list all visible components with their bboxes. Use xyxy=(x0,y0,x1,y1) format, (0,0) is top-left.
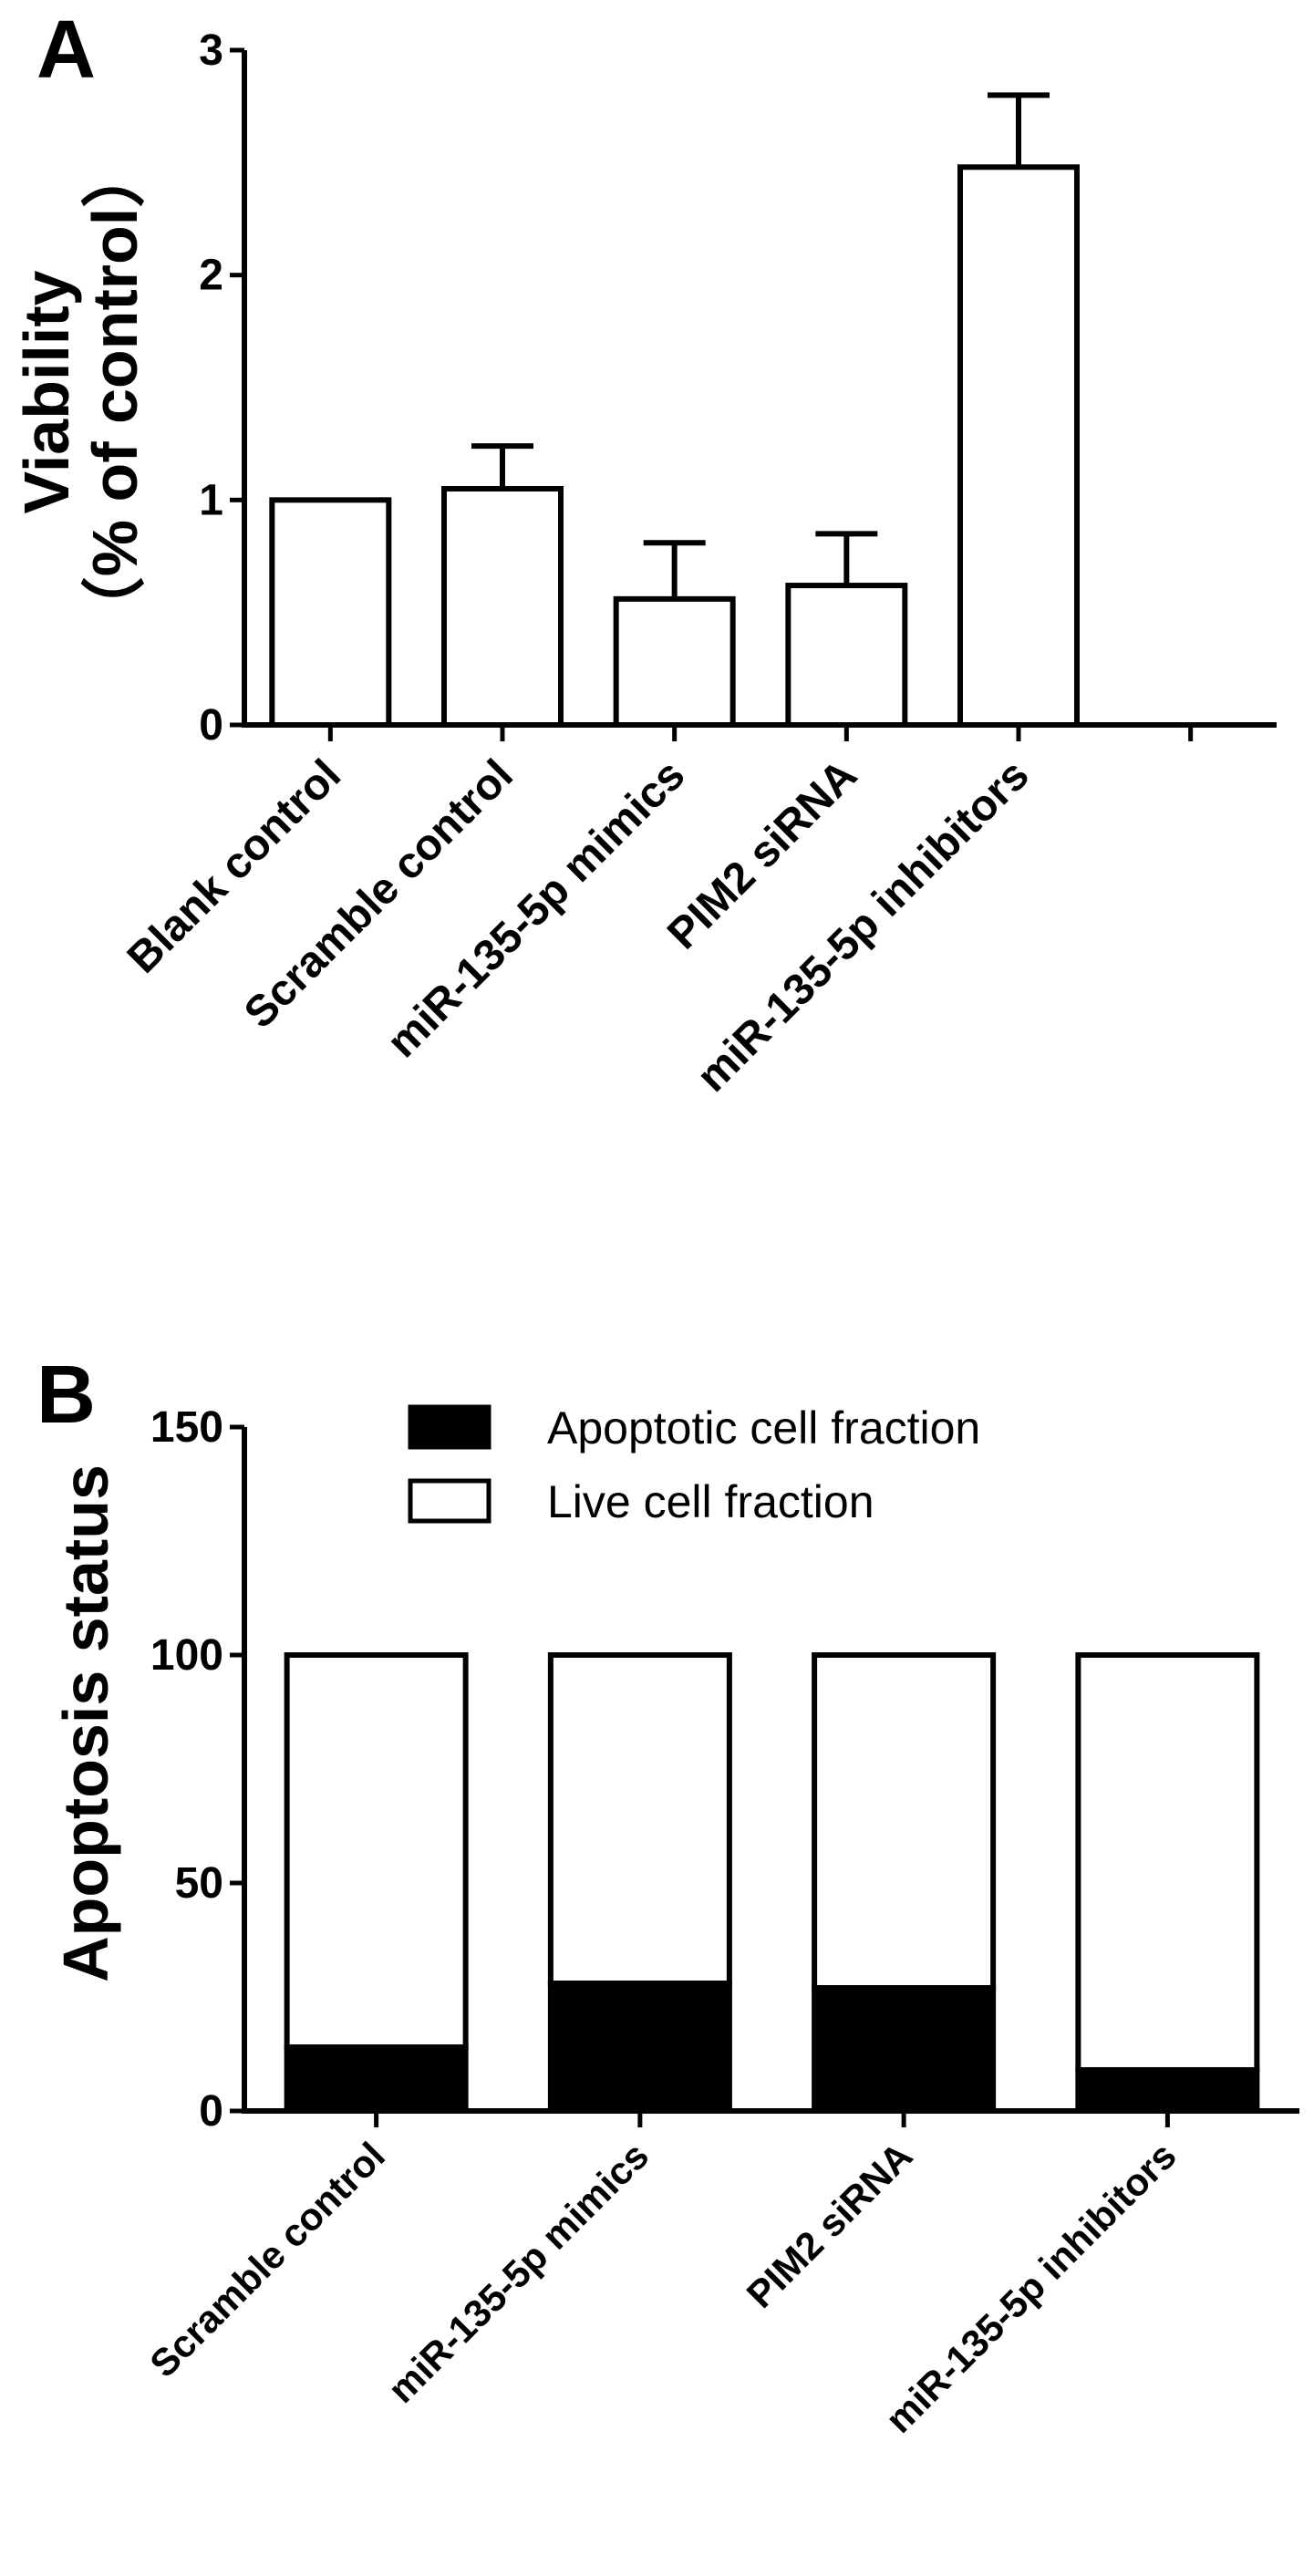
panel-b-ylabel: Apoptosis status xyxy=(50,1464,121,1982)
panel-a-ytick-label-0: 0 xyxy=(199,701,223,750)
panel-a-ylabel-line1: Viability xyxy=(11,270,82,513)
panel-b-category-label-0: Scramble control xyxy=(141,2134,393,2385)
panel-a-ytick-label-2: 2 xyxy=(199,252,223,300)
panel-b-bar-1-series-1 xyxy=(547,1652,732,1986)
panel-b-bar-1-series-0 xyxy=(547,1981,732,2114)
panel-a-category-label-2: miR-135-5p mimics xyxy=(378,750,695,1067)
panel-b-ytick-label-3: 150 xyxy=(150,1403,223,1452)
panel-b-bar-3-series-0 xyxy=(1075,2067,1260,2114)
panel-b-category-label-1: miR-135-5p mimics xyxy=(379,2134,657,2411)
panel-a-bar-0 xyxy=(269,497,392,728)
legend-swatch-live xyxy=(408,1478,491,1524)
panel-b-bar-0-series-1 xyxy=(284,1652,469,2050)
panel-a-letter: A xyxy=(36,5,96,96)
panel-a-ytick-label-1: 1 xyxy=(199,476,223,524)
panel-b-legend: Apoptotic cell fraction Live cell fracti… xyxy=(408,1402,980,1527)
panel-a-bar-2 xyxy=(613,595,736,728)
panel-b: B Apoptosis status 0 50 100 150 Scramble co… xyxy=(36,1350,1299,2441)
panel-a-bar-1 xyxy=(441,486,564,728)
legend-swatch-apoptotic xyxy=(408,1404,491,1450)
panel-a-bar-3 xyxy=(785,583,908,728)
panel-b-category-label-2: PIM2 siRNA xyxy=(739,2134,921,2316)
panel-b-bar-2-series-0 xyxy=(812,1985,997,2114)
legend-label-live: Live cell fraction xyxy=(547,1476,874,1527)
panel-b-bar-2-series-1 xyxy=(812,1652,997,1991)
panel-b-category-label-3: miR-135-5p inhibitors xyxy=(877,2134,1185,2441)
panel-b-letter: B xyxy=(36,1350,96,1441)
panel-b-ytick-label-1: 50 xyxy=(175,1859,223,1908)
panel-a-bar-4 xyxy=(957,164,1080,728)
legend-label-apoptotic: Apoptotic cell fraction xyxy=(547,1402,980,1454)
panel-a-ytick-label-3: 3 xyxy=(199,26,223,75)
panel-a-ylabel-line2: （% of control） xyxy=(79,144,150,640)
panel-b-ytick-label-2: 100 xyxy=(150,1631,223,1680)
panel-b-ytick-label-0: 0 xyxy=(199,2087,223,2136)
panel-b-bar-3-series-1 xyxy=(1075,1652,1260,2073)
panel-b-bar-0-series-0 xyxy=(284,2044,469,2114)
panel-a-category-label-4: miR-135-5p inhibitors xyxy=(688,750,1038,1101)
